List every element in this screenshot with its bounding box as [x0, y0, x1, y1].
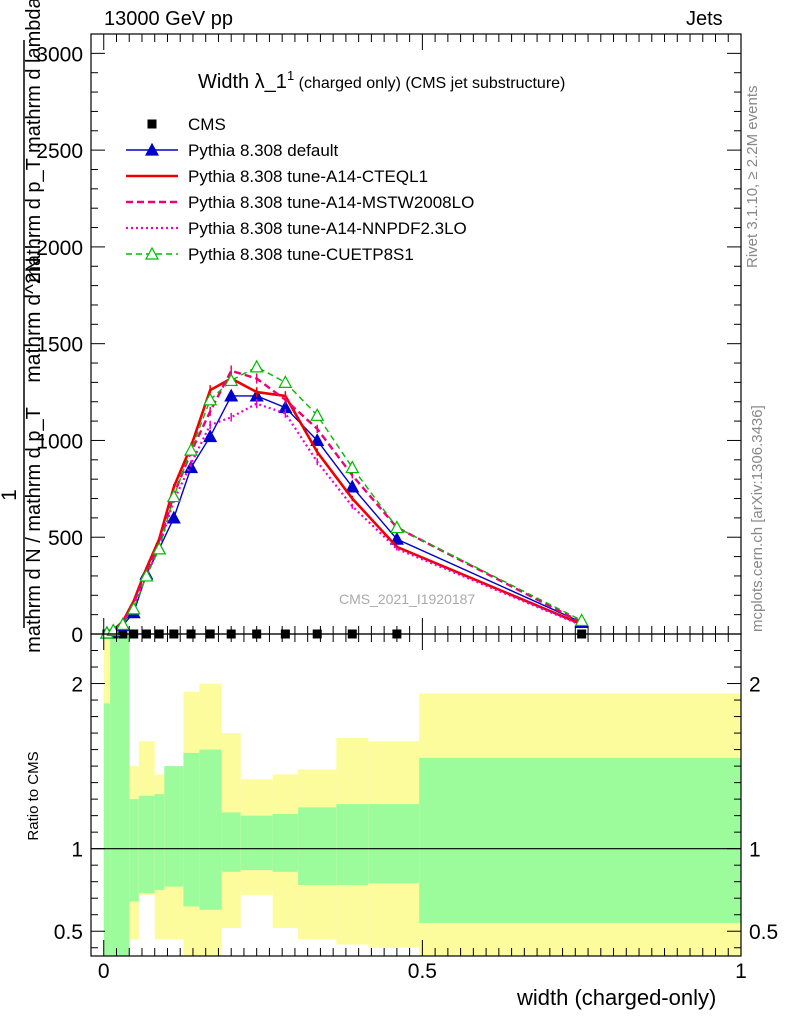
data-point [224, 373, 239, 387]
y-tick-label: 2000 [36, 237, 83, 260]
legend-label: CMS [188, 115, 226, 134]
legend-marker [144, 246, 160, 260]
ratio-y-tick-label-right: 1 [749, 839, 761, 862]
chart-title: Width λ_11 (charged only) (CMS jet subst… [198, 68, 565, 93]
ratio-green-band [164, 766, 184, 887]
y-tick-label: 2500 [36, 140, 83, 163]
ratio-green-band [272, 813, 299, 872]
series-line [106, 377, 583, 635]
ratio-green-band [368, 804, 420, 884]
legend-label: Pythia 8.308 tune-A14-MSTW2008LO [188, 193, 474, 212]
data-point [203, 392, 218, 406]
ratio-green-band [103, 703, 111, 956]
series-line [106, 366, 583, 634]
data-point [126, 601, 141, 615]
data-point [115, 617, 130, 630]
ratio-green-band [199, 749, 222, 910]
data-point [389, 531, 404, 545]
ratio-frame [90, 633, 742, 957]
ratio-green-band [221, 812, 241, 872]
data-point [152, 541, 167, 555]
ratio-green-band [110, 634, 117, 956]
x-tick-label: 0.5 [408, 960, 437, 983]
data-point [389, 520, 404, 534]
legend-label: Pythia 8.308 tune-A14-CTEQL1 [188, 167, 428, 186]
ratio-y-tick-label: 1 [71, 839, 83, 862]
legend-label: Pythia 8.308 tune-CUETP8S1 [188, 245, 414, 264]
analysis-watermark: CMS_2021_I1920187 [339, 591, 475, 607]
data-point [574, 613, 589, 627]
data-point [166, 489, 181, 503]
y-tick-label: 500 [48, 527, 83, 550]
ratio-y-tick-label: 0.5 [54, 921, 83, 944]
y-tick-label: 3000 [36, 43, 83, 66]
energy-label: 13000 GeV pp [104, 8, 233, 30]
legend-label: Pythia 8.308 default [188, 141, 339, 160]
data-point [345, 479, 360, 493]
x-tick-label: 1 [735, 960, 747, 983]
data-point [345, 460, 360, 474]
legend-marker [144, 142, 160, 156]
ratio-green-band [129, 799, 139, 902]
series-line [106, 395, 582, 634]
x-tick-label: 0 [98, 960, 110, 983]
ratio-y-axis-label: Ratio to CMS [25, 751, 42, 840]
ratio-y-tick-label-right: 2 [749, 674, 761, 697]
ratio-green-band [419, 757, 741, 923]
data-point [249, 359, 264, 373]
y-tick-label: 1500 [36, 334, 83, 357]
data-point [278, 375, 293, 388]
y-axis-label-frac-bottom-2: mathrm d p_T mathrm d lambda [23, 0, 45, 283]
ratio-bands [91, 634, 741, 956]
ratio-green-band [138, 795, 155, 894]
y-tick-label: 0 [71, 624, 83, 647]
ratio-y-tick-label-right: 0.5 [749, 921, 778, 944]
series-line [106, 369, 583, 635]
y-axis-label-frac-bottom: mathrm d N / mathrm d p_T [23, 407, 45, 653]
ratio-green-band [240, 815, 273, 871]
ratio-green-band [336, 804, 369, 885]
y-axis-label-frac-top: mathrm d^2N [22, 257, 45, 382]
data-point [310, 408, 325, 421]
y-tick-label: 1000 [36, 430, 83, 453]
data-point [203, 429, 218, 443]
ratio-y-tick-label: 2 [71, 674, 83, 697]
data-point [184, 442, 199, 456]
ratio-green-band [154, 794, 165, 890]
data-point [139, 568, 154, 582]
x-axis-label: width (charged-only) [517, 985, 717, 1010]
legend-marker [147, 119, 157, 129]
ratio-green-band [298, 807, 337, 885]
legend: CMS Pythia 8.308 default Pythia 8.308 tune… [126, 115, 474, 264]
legend-label: Pythia 8.308 tune-A14-NNPDF2.3LO [188, 219, 467, 238]
jets-label: Jets [686, 8, 723, 30]
data-point [310, 433, 325, 447]
data-point [224, 388, 239, 402]
ratio-green-band [116, 634, 130, 956]
ratio-green-band [183, 752, 200, 907]
y-axis-label-numerator: 1 [0, 489, 21, 501]
data-point [166, 510, 181, 524]
series-5 [99, 359, 589, 639]
